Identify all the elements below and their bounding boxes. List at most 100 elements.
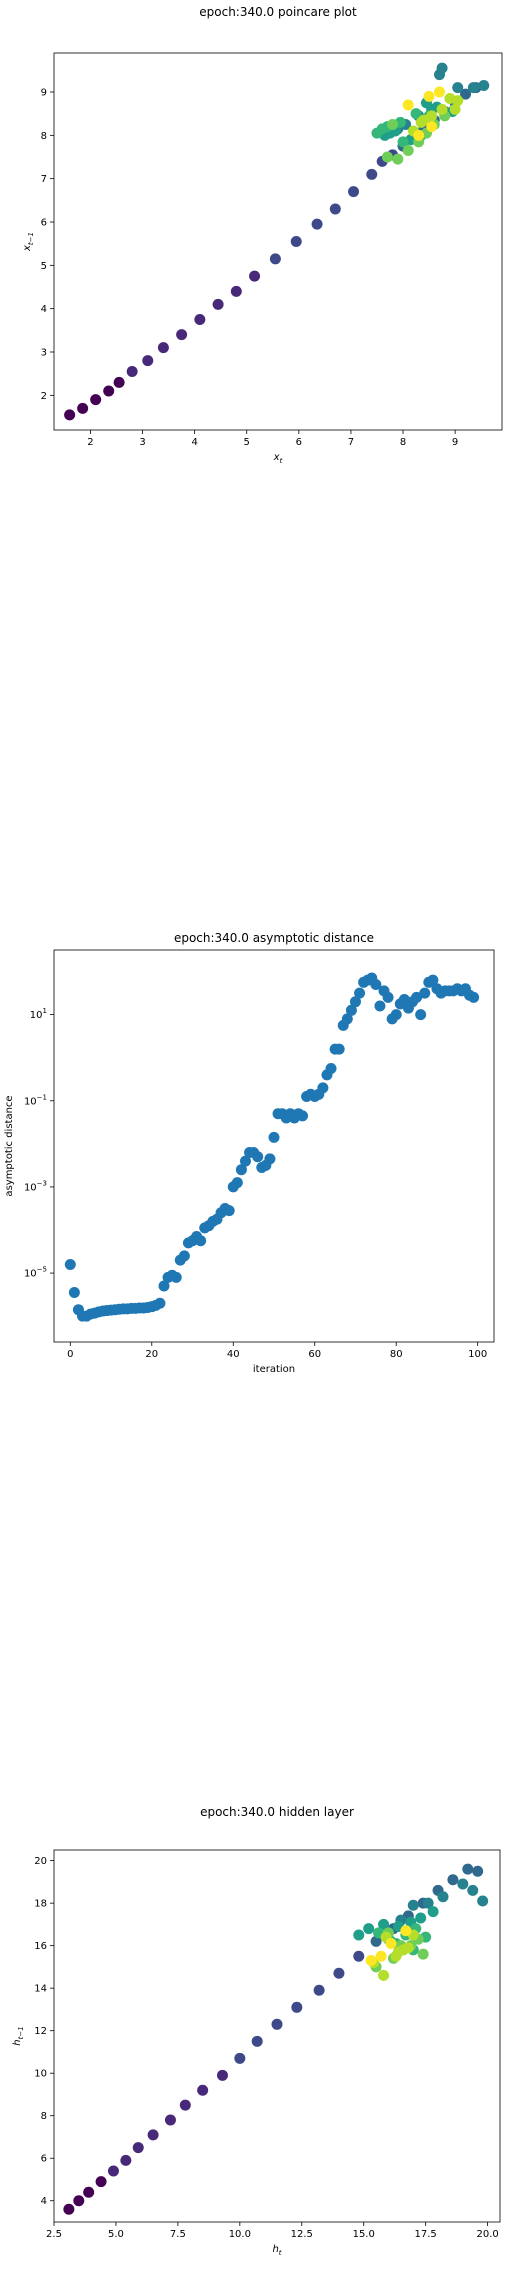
data-point — [437, 1891, 449, 1903]
y-tick-label: 9 — [41, 88, 47, 99]
x-tick-label: 5 — [244, 437, 250, 448]
data-point — [95, 2176, 107, 2188]
data-point — [472, 1865, 484, 1877]
y-axis-label: asymptotic distance — [4, 1095, 15, 1196]
data-point — [64, 1258, 76, 1270]
y-tick-label: 10−5 — [24, 1266, 47, 1280]
data-point — [354, 987, 366, 999]
y-tick-label: 4 — [41, 304, 47, 315]
data-point — [375, 1950, 387, 1962]
x-tick-label: 8 — [400, 437, 406, 448]
data-point — [83, 2186, 95, 2198]
data-point — [194, 314, 206, 325]
plot-frame — [53, 52, 503, 431]
x-tick-label: 3 — [139, 437, 145, 448]
data-point — [407, 1899, 419, 1911]
y-tick-label: 12 — [34, 2026, 47, 2037]
data-point — [378, 1918, 390, 1930]
data-point — [103, 385, 115, 397]
data-point — [297, 1110, 309, 1122]
data-point — [230, 285, 242, 297]
data-point — [382, 991, 394, 1003]
y-axis-label: xt−1 — [22, 232, 35, 252]
x-tick-label: 17.5 — [415, 2229, 437, 2240]
y-tick-label: 8 — [41, 2111, 47, 2122]
data-point — [269, 253, 281, 265]
data-point — [433, 86, 445, 98]
data-point — [90, 394, 102, 406]
data-point — [73, 2195, 85, 2207]
x-axis-label: xt — [273, 452, 283, 465]
y-tick-label: 4 — [41, 2196, 47, 2207]
data-point — [447, 1874, 459, 1886]
x-tick-label: 0 — [67, 1349, 73, 1360]
data-point — [444, 93, 456, 104]
data-point — [251, 2035, 263, 2047]
data-point — [349, 996, 361, 1008]
poincare-plot: epoch:340.0 poincare plot 2 3 4 5 6 7 8 9 2 3 4 5 6 7 8… — [22, 5, 503, 465]
x-tick-label: 100 — [468, 1349, 487, 1360]
y-tick-label: 16 — [34, 1941, 47, 1952]
data-point — [333, 1967, 345, 1979]
data-point — [436, 62, 448, 74]
data-point — [170, 1271, 182, 1283]
y-tick-label: 2 — [41, 391, 47, 402]
x-tick-label: 40 — [227, 1349, 240, 1360]
data-point — [365, 1955, 377, 1967]
x-tick-label: 2 — [87, 437, 93, 448]
data-point — [313, 1984, 325, 1996]
data-point — [147, 2129, 159, 2141]
data-point — [411, 991, 423, 1003]
y-tick-label: 101 — [30, 1007, 47, 1021]
data-point — [415, 1912, 427, 1924]
data-point — [376, 123, 388, 135]
data-point — [462, 1863, 474, 1875]
data-point — [120, 2154, 132, 2166]
data-point — [252, 1151, 264, 1163]
y-tick-label: 10 — [34, 2069, 47, 2080]
x-tick-label: 20 — [145, 1349, 158, 1360]
data-point — [410, 108, 422, 120]
data-point — [158, 1280, 170, 1292]
x-tick-label: 6 — [296, 437, 302, 448]
chart-title: epoch:340.0 poincare plot — [199, 5, 357, 19]
data-point — [311, 218, 323, 230]
x-tick-label: 5.0 — [108, 2229, 124, 2240]
data-point — [249, 270, 261, 282]
y-axis-label: ht−1 — [12, 2026, 25, 2045]
data-point — [426, 110, 438, 122]
data-point — [329, 203, 341, 215]
data-point — [68, 1286, 80, 1298]
data-point — [422, 1897, 434, 1909]
y-tick-label: 3 — [41, 348, 47, 359]
x-tick-label: 20.0 — [476, 2229, 498, 2240]
plot-frame — [53, 949, 495, 1343]
x-tick-label: 2.5 — [46, 2229, 62, 2240]
y-tick-label: 18 — [34, 1899, 47, 1910]
data-point — [387, 119, 399, 130]
x-tick-label: 9 — [452, 437, 458, 448]
x-tick-label: 60 — [308, 1349, 321, 1360]
y-tick-label: 20 — [34, 1856, 47, 1867]
x-tick-label: 10.0 — [229, 2229, 251, 2240]
data-point — [290, 236, 302, 247]
data-point — [427, 974, 439, 986]
data-point — [385, 1938, 397, 1950]
data-point — [216, 2069, 228, 2081]
data-point — [157, 342, 169, 354]
x-tick-label: 7.5 — [170, 2229, 186, 2240]
data-point — [341, 1013, 353, 1025]
data-point — [392, 153, 404, 165]
data-point — [179, 2099, 191, 2111]
data-point — [415, 1009, 427, 1021]
data-point — [353, 1929, 365, 1941]
data-point — [271, 2018, 283, 2030]
plot-frame — [53, 1849, 501, 2223]
data-point — [291, 2001, 303, 2013]
data-point — [467, 82, 479, 94]
data-point — [378, 1969, 390, 1981]
data-point — [126, 366, 138, 377]
y-tick-label: 7 — [41, 174, 47, 185]
data-point — [132, 2142, 144, 2154]
y-tick-label: 6 — [41, 2154, 47, 2165]
